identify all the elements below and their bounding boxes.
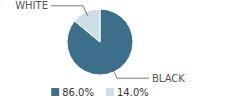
legend-swatch xyxy=(51,88,59,96)
slice xyxy=(67,9,133,75)
legend-label: 14.0% xyxy=(117,87,149,98)
legend-item: 14.0% xyxy=(106,87,149,98)
chart: BLACK WHITE 86.0% 14.0% xyxy=(0,0,240,100)
leader-line xyxy=(112,68,149,78)
leader-line xyxy=(51,6,88,16)
legend-label: 86.0% xyxy=(62,87,94,98)
slices xyxy=(67,9,133,75)
legend-swatch xyxy=(106,88,114,96)
slice-label: BLACK xyxy=(152,73,185,84)
slice-label: WHITE xyxy=(15,0,48,11)
slice xyxy=(75,9,100,42)
legend: 86.0% 14.0% xyxy=(51,87,149,98)
slice-labels: BLACK WHITE xyxy=(15,0,185,83)
legend-item: 86.0% xyxy=(51,87,94,98)
